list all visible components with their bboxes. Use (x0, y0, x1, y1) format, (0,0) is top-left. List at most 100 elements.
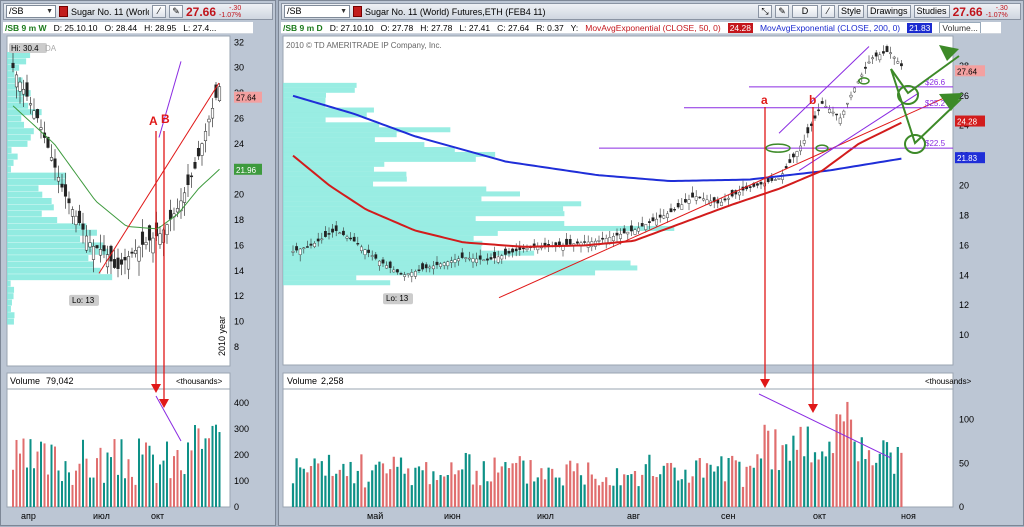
volume-bar (155, 483, 158, 507)
volume-bar (134, 484, 137, 507)
link-color-icon[interactable] (59, 6, 68, 17)
volume-profile-bar (7, 58, 27, 65)
volume-profile-bar (7, 147, 12, 154)
volume-bar (709, 464, 712, 507)
price-candle (482, 259, 486, 262)
volume-profile-bar (7, 198, 52, 204)
volume-bar (374, 464, 377, 507)
right-y-tick: 18 (959, 210, 969, 220)
left-chart-id[interactable]: /SB 9 m W (5, 22, 47, 33)
volume-bar (446, 475, 449, 507)
chart-type-icon[interactable]: ⁄ (821, 5, 835, 18)
volume-bar (461, 469, 464, 507)
volume-bar (615, 468, 619, 507)
volume-bar (507, 468, 511, 507)
volume-bar (435, 480, 439, 507)
volume-bar (85, 458, 88, 507)
chevron-down-icon[interactable]: ▼ (340, 8, 347, 15)
volume-profile-bar (283, 191, 520, 197)
forecast-arrow-head (939, 45, 959, 61)
volume-bar (313, 458, 316, 507)
volume-profile-bar (283, 127, 451, 133)
volume-profile-bar (7, 299, 12, 306)
volume-bar (878, 453, 881, 507)
volume-bar (515, 462, 518, 507)
volume-bar (867, 450, 871, 507)
volume-profile-bar (7, 229, 97, 236)
ma200-marker-label: 21.83 (957, 154, 978, 163)
volume-bar (306, 472, 309, 507)
left-last-price: 27.66 (186, 4, 217, 19)
volume-bar (803, 456, 806, 507)
price-candle (359, 246, 363, 251)
price-candle (666, 213, 669, 218)
timeframe-button[interactable]: D (792, 5, 818, 18)
volume-bar (810, 462, 813, 507)
price-candle (878, 54, 882, 61)
volume-bar (727, 458, 730, 507)
volume-bar (450, 462, 453, 507)
volume-bar (117, 474, 119, 507)
right-symbol-input[interactable]: /SB ▼ (284, 5, 350, 18)
price-candle (691, 192, 694, 198)
price-candle (435, 261, 439, 266)
price-candle (18, 81, 22, 92)
volume-bar (853, 441, 856, 507)
ma200-value: 21.83 (907, 22, 933, 33)
studies-button[interactable]: Studies (913, 5, 950, 18)
right-chart-id[interactable]: /SB 9 m D (283, 22, 323, 33)
volume-bar (12, 469, 14, 507)
volume-bar (561, 485, 565, 507)
volume-profile-bar (7, 83, 17, 90)
volume-profile-bar (283, 102, 326, 108)
volume-bar (464, 452, 467, 507)
right-volume-tick: 100 (959, 415, 974, 425)
link-color-icon[interactable] (353, 6, 362, 17)
volume-profile-bar (283, 142, 425, 148)
volume-bar (148, 445, 151, 507)
price-candle (331, 228, 335, 233)
style-button[interactable]: Style (838, 5, 865, 18)
volume-bar (378, 461, 381, 507)
ma200-label[interactable]: MovAvgExponential (CLOSE, 200, 0) (759, 22, 901, 33)
price-candle (446, 261, 450, 267)
volume-bar (885, 442, 889, 507)
volume-bar (64, 461, 67, 507)
right-info-high: H: 27.78 (420, 22, 453, 33)
left-symbol-input[interactable]: /SB ▼ (6, 5, 56, 18)
volume-bar (399, 457, 403, 507)
volume-study-button[interactable]: Volume... (939, 22, 981, 33)
ma50-line (292, 121, 902, 248)
volume-bar (734, 460, 737, 507)
volume-profile-bar (7, 153, 18, 160)
price-candle (565, 238, 568, 245)
price-candle (349, 237, 353, 240)
price-candle (756, 183, 759, 186)
chart-type-icon[interactable]: ⁄ (152, 5, 166, 18)
crosshair-icon[interactable]: ⤡ (758, 5, 772, 18)
left-symbol-value: /SB (9, 6, 24, 16)
right-x-label: июн (444, 511, 461, 521)
drawing-tool-icon[interactable]: ✎ (775, 5, 789, 18)
volume-bar (601, 481, 604, 507)
price-candle (558, 241, 561, 246)
volume-bar (745, 466, 748, 507)
right-x-label: июл (537, 511, 554, 521)
volume-bar (842, 421, 845, 507)
volume-bar (176, 450, 179, 507)
drawings-button[interactable]: Drawings (867, 5, 911, 18)
volume-profile-bar (283, 280, 391, 286)
volume-bar (159, 464, 161, 507)
price-candle (457, 258, 460, 262)
drawing-tool-icon[interactable]: ✎ (169, 5, 183, 18)
volume-bar (648, 454, 651, 507)
right-info-close: C: 27.64 (497, 22, 530, 33)
volume-bar (417, 466, 421, 507)
price-candle (521, 247, 525, 250)
lo-label: Lo: 13 (72, 296, 95, 305)
chevron-down-icon[interactable]: ▼ (46, 8, 53, 15)
ma50-label[interactable]: MovAvgExponential (CLOSE, 50, 0) (585, 22, 721, 33)
price-candle (464, 257, 468, 259)
left-info-date: D: 25.10.10 (53, 22, 98, 33)
price-candle (363, 249, 367, 255)
